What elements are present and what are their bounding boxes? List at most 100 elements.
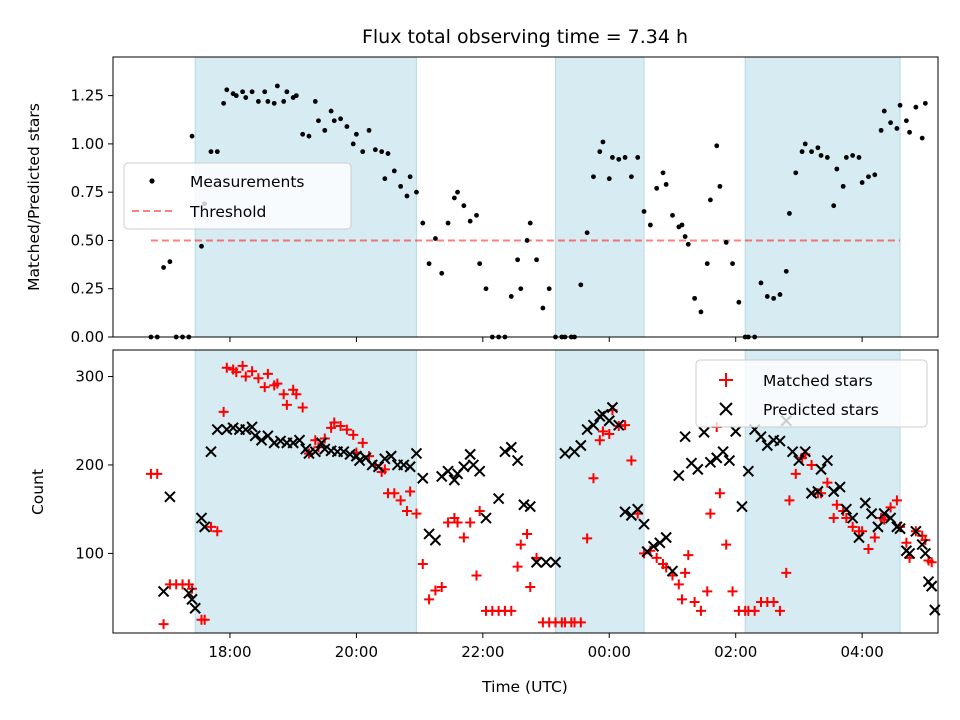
measurement-point [771, 295, 777, 301]
top-panel: 0.00 0.25 0.50 0.75 1.00 1.25 Matched/Predict… [25, 56, 939, 346]
matched-star-point [676, 594, 687, 605]
matched-star-point [291, 389, 302, 400]
matched-star-point [458, 532, 469, 543]
matched-star-point [841, 513, 852, 524]
measurement-point [818, 153, 824, 158]
predicted-star-point [442, 465, 454, 477]
predicted-star-point [619, 506, 631, 518]
predicted-star-point [805, 487, 818, 499]
predicted-star-point [827, 485, 840, 498]
top-legend-box [123, 162, 352, 230]
measurement-point [758, 280, 764, 286]
legend-matched-label: Matched stars [763, 372, 873, 390]
matched-star-point [417, 559, 428, 570]
measurement-point [189, 133, 195, 139]
bot-x-tick-label: 22:00 [461, 643, 504, 661]
matched-star-point [885, 502, 896, 513]
predicted-star-point [587, 419, 600, 431]
matched-star-point [597, 426, 608, 437]
measurement-point [654, 185, 660, 191]
predicted-star-point [704, 456, 717, 469]
measurement-point [515, 257, 520, 263]
measurement-point [161, 265, 166, 270]
measurement-point [610, 155, 615, 160]
top-x-ticks [229, 337, 863, 342]
predicted-star-point [786, 445, 799, 458]
measurement-point [787, 211, 792, 216]
measurement-point [597, 149, 603, 155]
predicted-star-point [249, 430, 261, 442]
matched-star-point [522, 528, 533, 539]
matched-star-point [774, 605, 785, 616]
matched-star-point [673, 579, 684, 590]
predicted-star-point [205, 445, 217, 458]
matched-star-point [474, 505, 485, 516]
measurement-point [815, 145, 821, 151]
legend-predicted-marker [719, 402, 733, 416]
predicted-star-point [742, 465, 755, 477]
legend-measurements-marker [149, 178, 155, 184]
predicted-star-point [338, 445, 350, 458]
measurement-point [799, 149, 805, 155]
predicted-star-point [255, 434, 268, 446]
matched-star-point [768, 597, 779, 608]
measurements-points [148, 83, 928, 340]
predicted-star-point [287, 437, 299, 449]
bottom-panel: 100 200 300 18:00 20:00 22:00 00:00 02:00 04:00… [29, 349, 941, 696]
matched-star-point [231, 367, 242, 378]
predicted-star-point [793, 454, 805, 467]
bot-x-tick-label: 18:00 [208, 643, 251, 661]
measurement-point [635, 155, 641, 160]
measurement-point [407, 174, 413, 180]
measurement-point [214, 149, 220, 155]
predicted-star-point [581, 423, 593, 436]
measurement-point [508, 294, 514, 299]
bottom-y-axis-label: Count [29, 469, 47, 515]
measurement-point [467, 218, 473, 224]
matched-star-point [683, 550, 694, 561]
measurement-point [243, 95, 249, 100]
measurement-point [824, 155, 830, 160]
predicted-star-point [698, 426, 710, 438]
measurement-point [730, 261, 735, 267]
matched-star-point [749, 605, 760, 616]
legend-measurements-label: Measurements [190, 173, 305, 191]
top-plot-frame [112, 56, 939, 338]
matched-star-point [395, 495, 406, 506]
measurement-point [256, 99, 261, 104]
matched-star-point [218, 406, 229, 417]
matched-star-point [651, 552, 662, 563]
measurement-point [398, 183, 404, 189]
measurement-point [670, 212, 675, 218]
predicted-star-point [293, 434, 306, 446]
matched-star-point [512, 561, 523, 572]
predicted-star-point [379, 453, 391, 465]
predicted-star-point [473, 465, 486, 477]
matched-star-point [237, 360, 248, 371]
matched-star-point [594, 435, 605, 446]
predicted-star-point [186, 593, 198, 606]
predicted-star-point [366, 459, 378, 471]
matched-star-point [620, 420, 631, 431]
predicted-star-point [524, 500, 536, 513]
predicted-star-point [736, 500, 748, 513]
measurement-point [414, 189, 419, 195]
predicted-star-point [353, 454, 366, 467]
measurement-point [167, 259, 173, 265]
predicted-star-point [840, 503, 853, 515]
measurement-point [704, 261, 710, 267]
predicted-star-point [492, 492, 505, 505]
predicted-star-point [157, 585, 170, 598]
measurement-point [262, 89, 268, 95]
measurement-point [391, 168, 397, 174]
measurement-point [316, 118, 321, 124]
predicted-star-point [211, 423, 224, 436]
matched-star-point [680, 567, 691, 578]
measurement-point [477, 261, 483, 267]
predicted-star-point [884, 512, 897, 524]
measurement-point [300, 131, 306, 137]
measurement-point [426, 261, 432, 267]
measurement-point [831, 203, 837, 209]
predicted-star-point [846, 512, 859, 524]
bot-x-tick-label: 02:00 [714, 643, 757, 661]
